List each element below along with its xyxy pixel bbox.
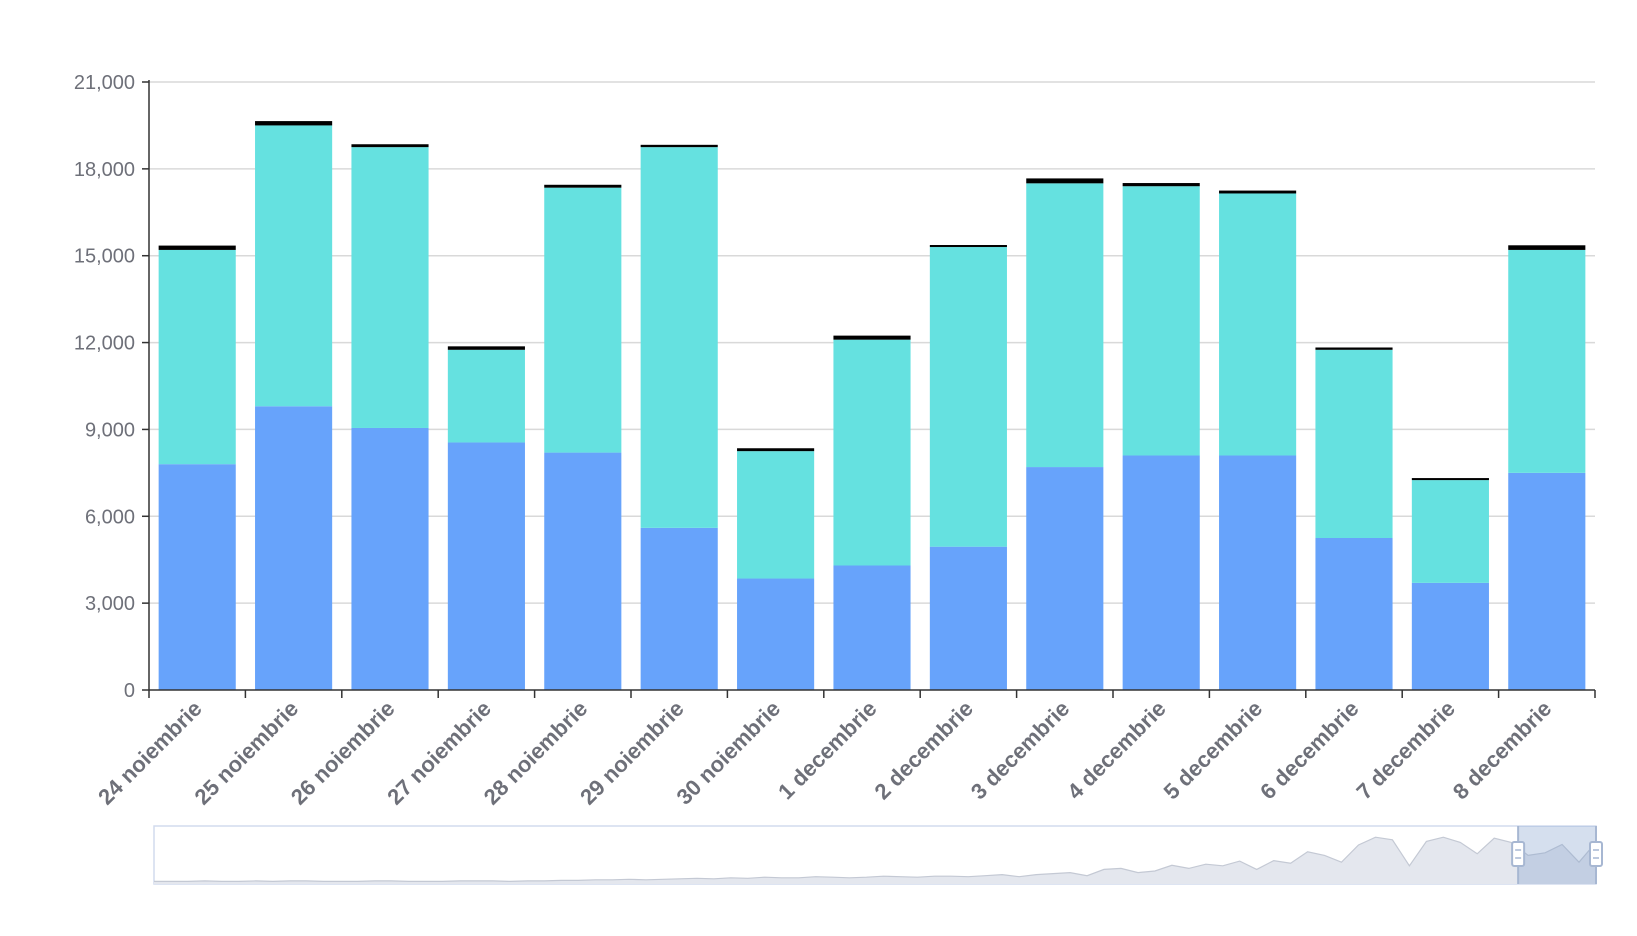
bar-series-2-4-decembrie[interactable]	[1122, 186, 1200, 456]
zoom-overview-line	[154, 836, 1597, 883]
bar-series-1-8-decembrie[interactable]	[1508, 472, 1586, 690]
data-zoom-slider[interactable]	[153, 825, 1603, 885]
y-tick-label: 3,000	[85, 593, 135, 615]
bar-series-3-8-decembrie[interactable]	[1508, 245, 1586, 250]
bar-series-1-25-noiembrie[interactable]	[255, 406, 333, 690]
y-axis-tick-labels: 0 3,000 6,000 9,000 12,000 15,000 18,000 21,000	[74, 72, 135, 702]
bar-series-1-24-noiembrie[interactable]	[158, 464, 236, 690]
bar-series-2-30-noiembrie[interactable]	[737, 451, 815, 579]
bar-series-3-28-noiembrie[interactable]	[544, 184, 622, 188]
x-tick-label: 3 decembrie	[966, 696, 1074, 804]
bar-series-1-26-noiembrie[interactable]	[351, 427, 429, 690]
bar-series-2-7-decembrie[interactable]	[1411, 480, 1489, 583]
x-tick-label: 7 decembrie	[1351, 696, 1459, 804]
y-tick-label: 0	[124, 680, 135, 702]
bar-series-3-24-noiembrie[interactable]	[158, 245, 236, 250]
bar-series-2-3-decembrie[interactable]	[1026, 183, 1104, 468]
zoom-overview-area	[154, 837, 1596, 884]
bar-series-2-6-decembrie[interactable]	[1315, 349, 1393, 538]
bar-series-1-3-decembrie[interactable]	[1026, 467, 1104, 690]
y-tick-label: 15,000	[74, 246, 135, 268]
x-tick-label: 5 decembrie	[1159, 696, 1267, 804]
zoom-handle-left[interactable]	[1511, 841, 1526, 867]
x-tick-label: 6 decembrie	[1255, 696, 1363, 804]
bar-series-1-6-decembrie[interactable]	[1315, 538, 1393, 690]
bar-series-3-27-noiembrie[interactable]	[447, 346, 525, 350]
bar-series-2-8-decembrie[interactable]	[1508, 249, 1586, 473]
bar-series-3-4-decembrie[interactable]	[1122, 183, 1200, 187]
bar-series-1-27-noiembrie[interactable]	[447, 442, 525, 690]
bar-series-2-29-noiembrie[interactable]	[640, 147, 718, 528]
x-tick-label: 30 noiembrie	[671, 696, 785, 810]
x-tick-label: 4 decembrie	[1062, 696, 1170, 804]
y-tick-label: 21,000	[74, 72, 135, 94]
zoom-handle-right[interactable]	[1589, 841, 1603, 867]
bar-series-2-5-decembrie[interactable]	[1219, 193, 1297, 456]
bar-series-3-30-noiembrie[interactable]	[737, 448, 815, 452]
y-tick-label: 9,000	[85, 419, 135, 441]
bar-series-3-2-decembrie[interactable]	[929, 245, 1007, 248]
bar-series-1-2-decembrie[interactable]	[929, 546, 1007, 690]
bar-series-3-5-decembrie[interactable]	[1219, 190, 1297, 194]
axes	[142, 80, 1596, 698]
bar-series-1-7-decembrie[interactable]	[1411, 582, 1489, 690]
bar-series-1-5-decembrie[interactable]	[1219, 455, 1297, 690]
x-tick-label: 8 decembrie	[1448, 696, 1556, 804]
bar-series-1-28-noiembrie[interactable]	[544, 452, 622, 690]
bar-series-3-1-decembrie[interactable]	[833, 335, 911, 340]
y-tick-label: 18,000	[74, 159, 135, 181]
bar-series-2-24-noiembrie[interactable]	[158, 249, 236, 465]
bar-series-3-7-decembrie[interactable]	[1411, 478, 1489, 481]
bar-series-2-27-noiembrie[interactable]	[447, 349, 525, 443]
bar-series-1-1-decembrie[interactable]	[833, 565, 911, 690]
zoom-window[interactable]	[1518, 826, 1596, 884]
bar-series-2-25-noiembrie[interactable]	[255, 125, 333, 407]
bar-series-2-28-noiembrie[interactable]	[544, 187, 622, 453]
zoom-handle-grip[interactable]	[1589, 841, 1603, 867]
bar-series-2-26-noiembrie[interactable]	[351, 147, 429, 428]
y-tick-label: 12,000	[74, 333, 135, 355]
bar-series-3-26-noiembrie[interactable]	[351, 144, 429, 148]
bar-series-1-30-noiembrie[interactable]	[737, 578, 815, 690]
bar-series-2-1-decembrie[interactable]	[833, 339, 911, 566]
bar-series-3-6-decembrie[interactable]	[1315, 347, 1393, 350]
bar-series-1-29-noiembrie[interactable]	[640, 527, 718, 690]
bar-series[interactable]	[158, 121, 1586, 690]
bar-series-3-29-noiembrie[interactable]	[640, 144, 718, 148]
x-tick-label: 1 decembrie	[773, 696, 881, 804]
bar-series-1-4-decembrie[interactable]	[1122, 455, 1200, 690]
bar-series-3-25-noiembrie[interactable]	[255, 121, 333, 126]
x-tick-label: 2 decembrie	[869, 696, 977, 804]
y-tick-label: 6,000	[85, 506, 135, 528]
bar-series-2-2-decembrie[interactable]	[929, 247, 1007, 547]
bar-series-3-3-decembrie[interactable]	[1026, 178, 1104, 184]
zoom-handle-grip[interactable]	[1511, 841, 1526, 867]
